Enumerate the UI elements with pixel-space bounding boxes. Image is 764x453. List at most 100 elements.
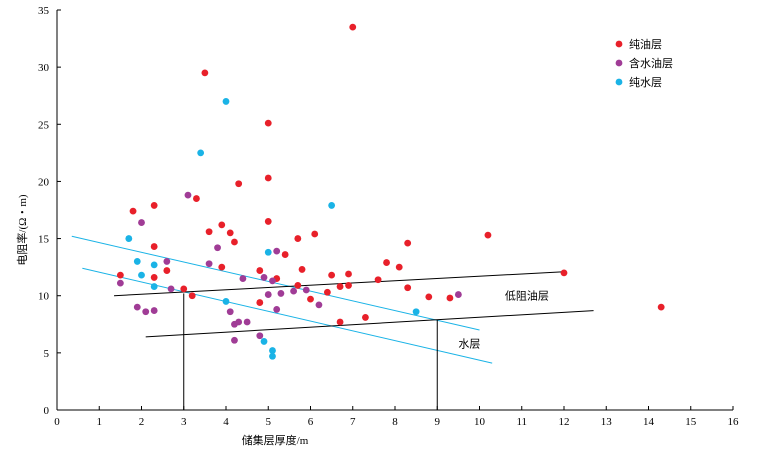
annotation-low-resistivity-oil: 低阻油层 [505,289,549,303]
data-point-series-0 [336,283,344,290]
data-point-series-1 [454,291,462,298]
data-point-series-0 [150,202,158,209]
data-point-series-1 [231,336,238,344]
data-point-series-0 [256,267,264,274]
data-point-series-0 [193,195,200,202]
data-point-series-0 [163,267,171,274]
data-point-series-1 [150,307,158,314]
data-point-series-1 [133,303,141,311]
data-point-series-0 [336,318,344,326]
data-point-series-0 [425,293,433,301]
data-point-series-0 [264,119,272,127]
data-point-series-0 [188,292,196,300]
data-point-series-2 [133,258,141,265]
data-point-series-2 [412,308,420,316]
data-point-series-1 [264,291,272,298]
data-point-series-1 [167,285,175,293]
data-point-series-1 [315,301,323,309]
data-point-series-2 [264,248,272,256]
x-tick-label: 11 [516,416,527,428]
data-point-series-0 [298,266,306,273]
data-point-series-0 [307,295,314,303]
data-point-series-1 [273,247,281,255]
data-point-series-0 [362,314,369,321]
y-tick-label: 15 [38,234,50,246]
y-tick-label: 0 [44,405,50,417]
data-point-series-0 [116,271,124,279]
data-point-series-0 [349,23,357,31]
data-point-series-0 [205,228,213,236]
data-point-series-2 [150,261,158,269]
data-point-series-0 [150,243,158,250]
data-point-series-0 [446,294,454,302]
data-point-series-0 [218,263,226,271]
x-tick-label: 16 [728,416,740,428]
x-axis-label: 储集层厚度/m [242,433,309,447]
data-point-series-1 [184,191,192,199]
data-point-series-0 [560,269,568,277]
data-point-series-0 [657,303,665,311]
data-point-series-2 [138,271,145,279]
data-point-series-0 [150,274,158,281]
x-tick-label: 15 [685,416,697,428]
data-point-series-0 [404,239,412,247]
x-tick-label: 6 [308,416,314,428]
y-tick-label: 5 [44,348,50,360]
data-point-series-0 [374,276,382,284]
data-point-series-2 [260,338,268,345]
data-point-series-2 [269,347,276,354]
data-point-series-1 [214,244,221,252]
data-point-series-1 [243,318,251,326]
data-point-series-0 [311,230,319,238]
data-point-series-0 [180,285,188,293]
legend-marker [615,40,623,48]
data-point-series-2 [269,352,276,360]
data-point-series-1 [290,287,297,295]
data-point-series-1 [273,306,281,313]
data-point-series-1 [277,290,285,297]
data-point-series-2 [125,235,133,242]
data-point-series-0 [294,235,302,242]
line-low-res-oil-lower [145,310,594,338]
x-tick-label: 12 [559,416,570,428]
data-point-series-0 [256,299,264,306]
y-tick-label: 30 [38,62,50,74]
data-point-series-2 [328,202,336,209]
line-water-lower [82,267,493,364]
data-point-series-2 [197,149,205,157]
data-point-series-0 [484,231,492,239]
x-tick-label: 10 [474,416,486,428]
legend-marker [615,78,623,86]
y-tick-label: 35 [38,5,50,17]
data-point-series-0 [235,180,243,188]
line-water-upper [71,235,480,331]
data-point-series-0 [218,221,226,229]
data-point-series-0 [281,251,289,258]
data-point-series-1 [138,219,145,226]
x-tick-label: 9 [435,416,441,428]
data-point-series-1 [256,332,264,340]
x-tick-label: 3 [181,416,187,428]
data-point-series-0 [383,259,390,266]
data-point-series-1 [163,258,171,265]
fit-lines [71,235,594,410]
x-tick-label: 2 [139,416,145,428]
data-point-series-1 [260,274,268,281]
legend-label: 纯水层 [629,76,662,89]
x-tick-label: 0 [54,416,60,428]
annotations: 低阻油层 水层 [458,289,548,351]
x-tick-label: 5 [266,416,272,428]
data-point-series-2 [222,98,230,105]
legend-marker [615,59,623,67]
data-point-series-1 [239,275,247,282]
legend-label: 含水油层 [629,56,673,70]
y-tick-label: 20 [38,176,50,188]
x-tick-label: 14 [643,416,655,428]
data-point-series-1 [269,277,276,285]
x-tick-label: 1 [97,416,103,428]
data-point-series-1 [142,308,150,316]
x-tick-label: 4 [223,416,229,428]
data-point-series-1 [235,318,243,326]
